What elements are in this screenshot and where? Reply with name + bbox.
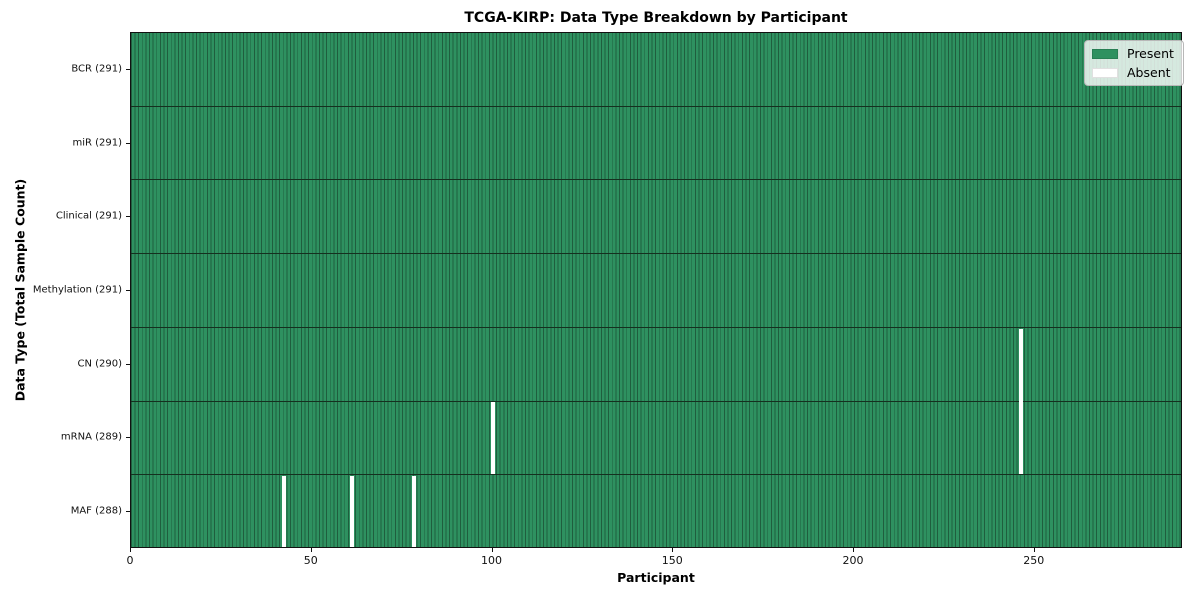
y-tick-label: miR (291)	[72, 137, 122, 149]
legend-item: Absent	[1092, 65, 1174, 80]
x-tick	[491, 548, 493, 552]
row-boundary-line	[131, 326, 1181, 328]
absent-gap-MAF-61	[350, 476, 355, 547]
y-tick-label: mRNA (289)	[60, 431, 122, 443]
row-boundary-line	[131, 474, 1181, 476]
y-tick	[126, 216, 130, 218]
y-tick-label: CN (290)	[77, 358, 122, 370]
y-tick	[126, 511, 130, 513]
absent-gap-MAF-78	[411, 476, 416, 547]
y-tick	[126, 290, 130, 291]
y-tick	[126, 437, 130, 439]
legend-item: Present	[1092, 46, 1174, 61]
y-tick-label: MAF (288)	[70, 505, 122, 517]
y-tick	[126, 363, 130, 365]
x-tick	[310, 548, 312, 552]
legend-swatch-present	[1092, 48, 1118, 59]
x-tick-label: 100	[481, 554, 502, 567]
x-tick-label: 150	[661, 554, 683, 567]
x-tick-label: 50	[303, 554, 318, 567]
x-tick	[672, 548, 674, 552]
x-tick	[130, 548, 131, 552]
x-tick	[853, 548, 855, 552]
absent-gap-mRNA-100	[491, 402, 496, 475]
legend-label: Present	[1127, 46, 1174, 61]
x-tick-label: 0	[126, 554, 134, 567]
x-tick-label: 200	[842, 554, 864, 567]
x-axis-label: Participant	[617, 570, 695, 585]
absent-gap-CN-246	[1019, 328, 1024, 403]
absent-gap-MAF-42	[281, 476, 286, 547]
present-bars-texture	[131, 33, 1181, 547]
legend: Present Absent	[1084, 40, 1184, 86]
chart-title: TCGA-KIRP: Data Type Breakdown by Partic…	[464, 10, 848, 26]
x-tick-label: 250	[1023, 554, 1045, 567]
absent-gap-mRNA-246	[1019, 400, 1024, 475]
y-tick-label: Methylation (291)	[32, 284, 122, 296]
y-tick-label: Clinical (291)	[55, 210, 122, 222]
y-tick-label: BCR (291)	[71, 63, 122, 75]
row-boundary-line	[131, 179, 1181, 181]
y-tick	[126, 68, 130, 70]
y-axis-label: Data Type (Total Sample Count)	[12, 178, 28, 402]
y-tick	[126, 142, 130, 144]
legend-label: Absent	[1127, 65, 1171, 80]
row-boundary-line	[131, 105, 1181, 107]
x-tick	[1033, 548, 1035, 552]
row-boundary-line	[131, 253, 1181, 255]
plot-area	[130, 32, 1182, 548]
legend-swatch-absent	[1092, 67, 1118, 78]
row-boundary-line	[131, 400, 1181, 402]
